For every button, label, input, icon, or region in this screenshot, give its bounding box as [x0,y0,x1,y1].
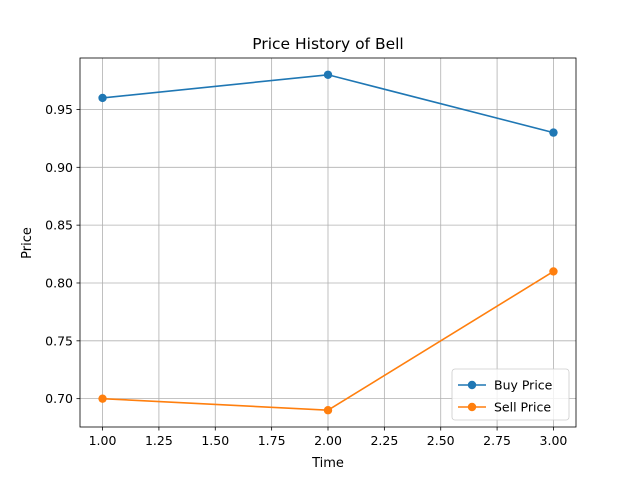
buy-price-point [98,93,107,103]
x-tick-label: 2.50 [427,433,455,448]
x-tick-label: 2.00 [314,433,342,448]
ticks: 1.00 1.25 1.50 1.75 2.00 2.25 2.50 2.75 3.00 0.70… [45,102,567,448]
y-tick-label: 0.80 [45,275,73,290]
buy-price-point [549,128,558,137]
buy-price-point [323,70,333,79]
x-tick-label: 1.00 [89,433,117,448]
chart-title: Price History of Bell [252,35,403,53]
legend-sell-price-label: Sell Price [494,400,551,415]
x-tick-label: 1.25 [145,433,173,448]
y-axis-label: Price [20,227,35,259]
x-tick-label: 2.75 [483,433,511,448]
x-tick-label: 1.75 [258,433,286,448]
x-axis-label: Time [311,456,344,471]
sell-price-point [323,406,333,415]
y-tick-label: 0.75 [45,333,73,348]
legend-buy-price-label: Buy Price [494,378,553,393]
x-tick-label: 2.25 [370,433,398,448]
y-tick-label: 0.85 [45,218,73,233]
x-tick-label: 1.50 [201,433,229,448]
series-group [98,70,558,415]
legend-buy-price-marker [467,380,477,390]
legend-sell-price-marker [467,402,477,412]
y-tick-label: 0.90 [45,160,73,175]
x-tick-label: 3.00 [540,433,568,448]
sell-price-point [549,267,558,276]
y-tick-label: 0.70 [45,391,73,406]
legend: Buy Price Sell Price [451,368,570,421]
y-tick-label: 0.95 [45,102,73,117]
sell-price-point [98,394,107,403]
